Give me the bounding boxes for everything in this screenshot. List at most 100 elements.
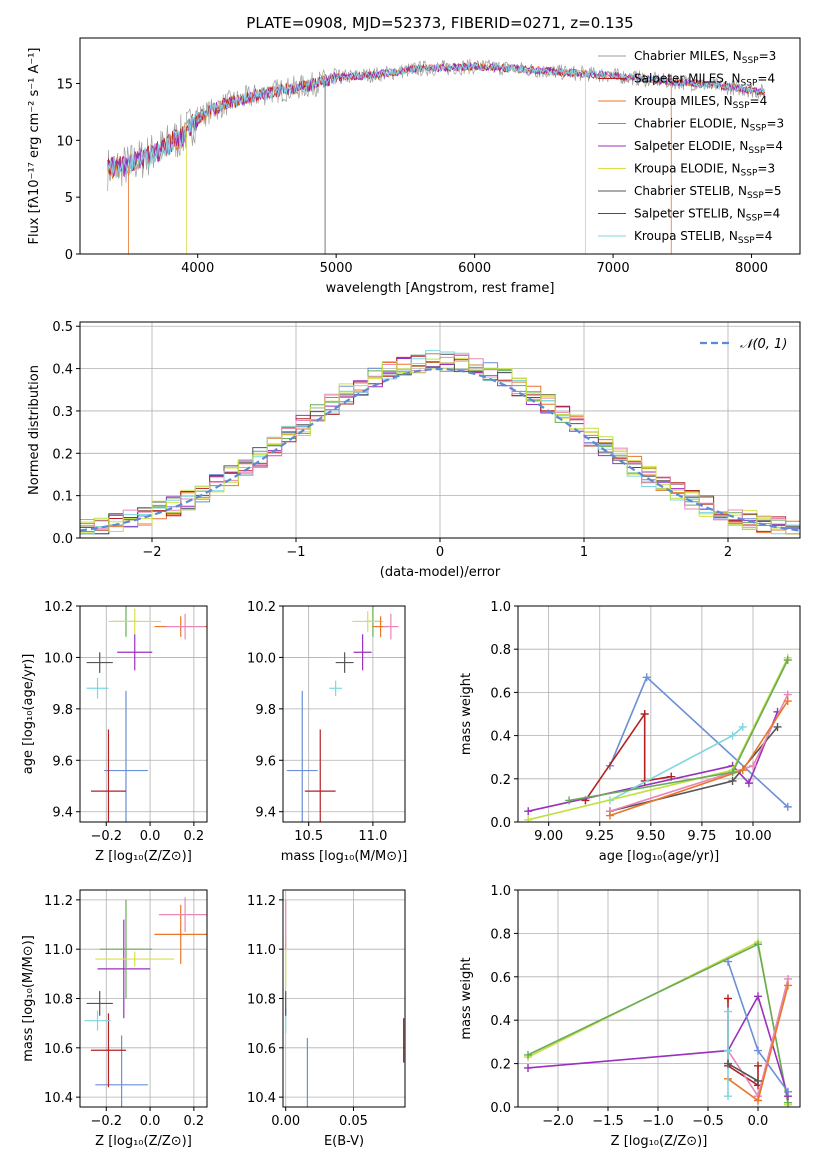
plot-frame xyxy=(282,889,406,1108)
x-tick-label: 9.75 xyxy=(687,829,716,844)
y-tick-label: 0.8 xyxy=(490,643,511,658)
weight-marker xyxy=(783,656,792,664)
y-tick-label: 0.1 xyxy=(52,490,73,505)
weight-series xyxy=(528,711,779,812)
y-tick-label: 0.6 xyxy=(490,971,511,986)
age-vs-mass-plot: 10.5 11.0 9.4 9.6 9.8 10.0 10.2 mass [log₁₀(M/M… xyxy=(247,600,407,864)
y-tick-label: 9.8 xyxy=(52,703,73,718)
y-tick-label: 10.6 xyxy=(44,1042,73,1057)
errorbar-point xyxy=(383,613,399,640)
weight-series xyxy=(609,700,789,817)
mass-weight-vs-age-plot: 9.00 9.25 9.50 9.75 10.00 0.0 0.2 0.4 0.6 0.8 1.0 a… xyxy=(459,600,801,864)
errorbar-point xyxy=(84,1010,111,1031)
plot-frame xyxy=(79,37,801,255)
y-tick-label: 15 xyxy=(56,77,73,92)
weight-marker xyxy=(524,1050,532,1059)
y-tick-label: 0.2 xyxy=(490,773,511,788)
mass-vs-Z-plot: −0.2 0.0 0.2 10.4 10.6 10.8 11.0 11.2 Z [log₁₀(Z… xyxy=(21,889,208,1149)
weight-marker xyxy=(754,940,762,949)
y-axis-label: age [log₁₀(age/yr)] xyxy=(21,654,36,775)
weight-marker xyxy=(754,1096,762,1105)
x-tick-label: 10.00 xyxy=(734,829,771,844)
weight-marker xyxy=(749,761,757,770)
y-tick-label: 10.2 xyxy=(247,600,276,615)
x-tick-label: 0.00 xyxy=(271,1114,300,1129)
x-axis-label: (data-model)/error xyxy=(380,565,501,580)
x-tick-label: 0.0 xyxy=(140,829,161,844)
plot-frame xyxy=(79,321,801,539)
y-tick-label: 1.0 xyxy=(490,600,511,615)
y-tick-label: 0.2 xyxy=(490,1058,511,1073)
y-tick-label: 10.8 xyxy=(44,993,73,1008)
x-tick-label: 9.50 xyxy=(636,829,665,844)
x-tick-label: 0.0 xyxy=(140,1114,161,1129)
spectrum-legend: Chabrier MILES, NSSP=3 Salpeter MILES, NS… xyxy=(598,49,784,246)
legend-label: Chabrier MILES, NSSP=3 xyxy=(634,49,776,66)
x-tick-label: −1.0 xyxy=(642,1114,674,1129)
x-axis-label: age [log₁₀(age/yr)] xyxy=(599,849,720,864)
weight-marker xyxy=(642,673,651,682)
errorbar-point xyxy=(86,678,109,699)
weight-marker xyxy=(754,1061,762,1070)
x-axis-label: Z [log₁₀(Z/Z⊙)] xyxy=(95,849,192,864)
plot-area xyxy=(107,58,766,254)
y-tick-label: 10.0 xyxy=(44,651,73,666)
errorbar-point xyxy=(86,991,113,1016)
mass-vs-EBV-plot: 0.00 0.05 10.4 10.6 10.8 11.0 11.2 E(B-V) xyxy=(247,889,406,1149)
weight-marker xyxy=(754,1046,762,1055)
y-tick-label: 0.0 xyxy=(490,816,511,831)
plot-frame xyxy=(282,605,406,823)
plot-area xyxy=(524,938,792,1107)
errorbar-point xyxy=(329,680,343,696)
x-tick-label: 0 xyxy=(436,545,444,560)
x-tick-label: 8000 xyxy=(735,261,768,276)
y-tick-label: 11.0 xyxy=(247,943,276,958)
weight-marker xyxy=(524,815,533,822)
y-tick-label: 11.0 xyxy=(44,943,73,958)
errorbar-point xyxy=(97,919,151,1019)
plot-area xyxy=(286,606,399,822)
weight-marker xyxy=(724,994,732,1003)
figure-title: PLATE=0908, MJD=52373, FIBERID=0271, z=0… xyxy=(246,14,633,32)
errorbar-point xyxy=(104,690,148,822)
weight-marker xyxy=(728,768,737,777)
errorbar-point xyxy=(108,608,162,635)
weight-marker xyxy=(728,731,737,740)
y-tick-label: 0.6 xyxy=(490,686,511,701)
legend-label: Kroupa STELIB, NSSP=4 xyxy=(634,229,772,246)
y-tick-label: 0.4 xyxy=(490,1014,511,1029)
errorbar-point xyxy=(286,690,318,822)
x-tick-label: −2.0 xyxy=(542,1114,574,1129)
y-tick-label: 0.0 xyxy=(52,532,73,547)
weight-marker xyxy=(738,722,747,731)
weight-marker xyxy=(773,722,782,731)
y-tick-label: 10.6 xyxy=(247,1042,276,1057)
x-tick-label: 9.00 xyxy=(534,829,563,844)
y-tick-label: 9.6 xyxy=(52,754,73,769)
x-tick-label: 0.2 xyxy=(184,829,205,844)
y-tick-label: 10.0 xyxy=(247,651,276,666)
plot-frame xyxy=(517,889,801,1108)
weight-marker xyxy=(724,1092,732,1101)
weight-marker xyxy=(605,811,614,820)
weight-marker xyxy=(754,1076,762,1085)
errorbar-point xyxy=(86,652,113,673)
legend-label: Kroupa MILES, NSSP=4 xyxy=(634,94,767,111)
weight-marker xyxy=(724,1059,732,1068)
x-tick-label: −0.5 xyxy=(692,1114,724,1129)
weight-marker xyxy=(783,697,792,706)
plot-frame xyxy=(79,889,208,1108)
x-tick-label: 0.2 xyxy=(184,1114,205,1129)
x-tick-label: 5000 xyxy=(320,261,353,276)
histogram-series xyxy=(80,358,800,535)
histogram-series xyxy=(80,355,800,535)
y-tick-label: 0.0 xyxy=(490,1101,511,1116)
weight-marker xyxy=(724,1046,732,1055)
legend-label: Kroupa ELODIE, NSSP=3 xyxy=(634,162,775,179)
weight-marker xyxy=(784,981,792,990)
x-tick-label: 0.0 xyxy=(748,1114,769,1129)
weight-marker xyxy=(783,802,792,811)
plot-frame xyxy=(79,605,208,823)
x-tick-label: −2 xyxy=(142,545,161,560)
